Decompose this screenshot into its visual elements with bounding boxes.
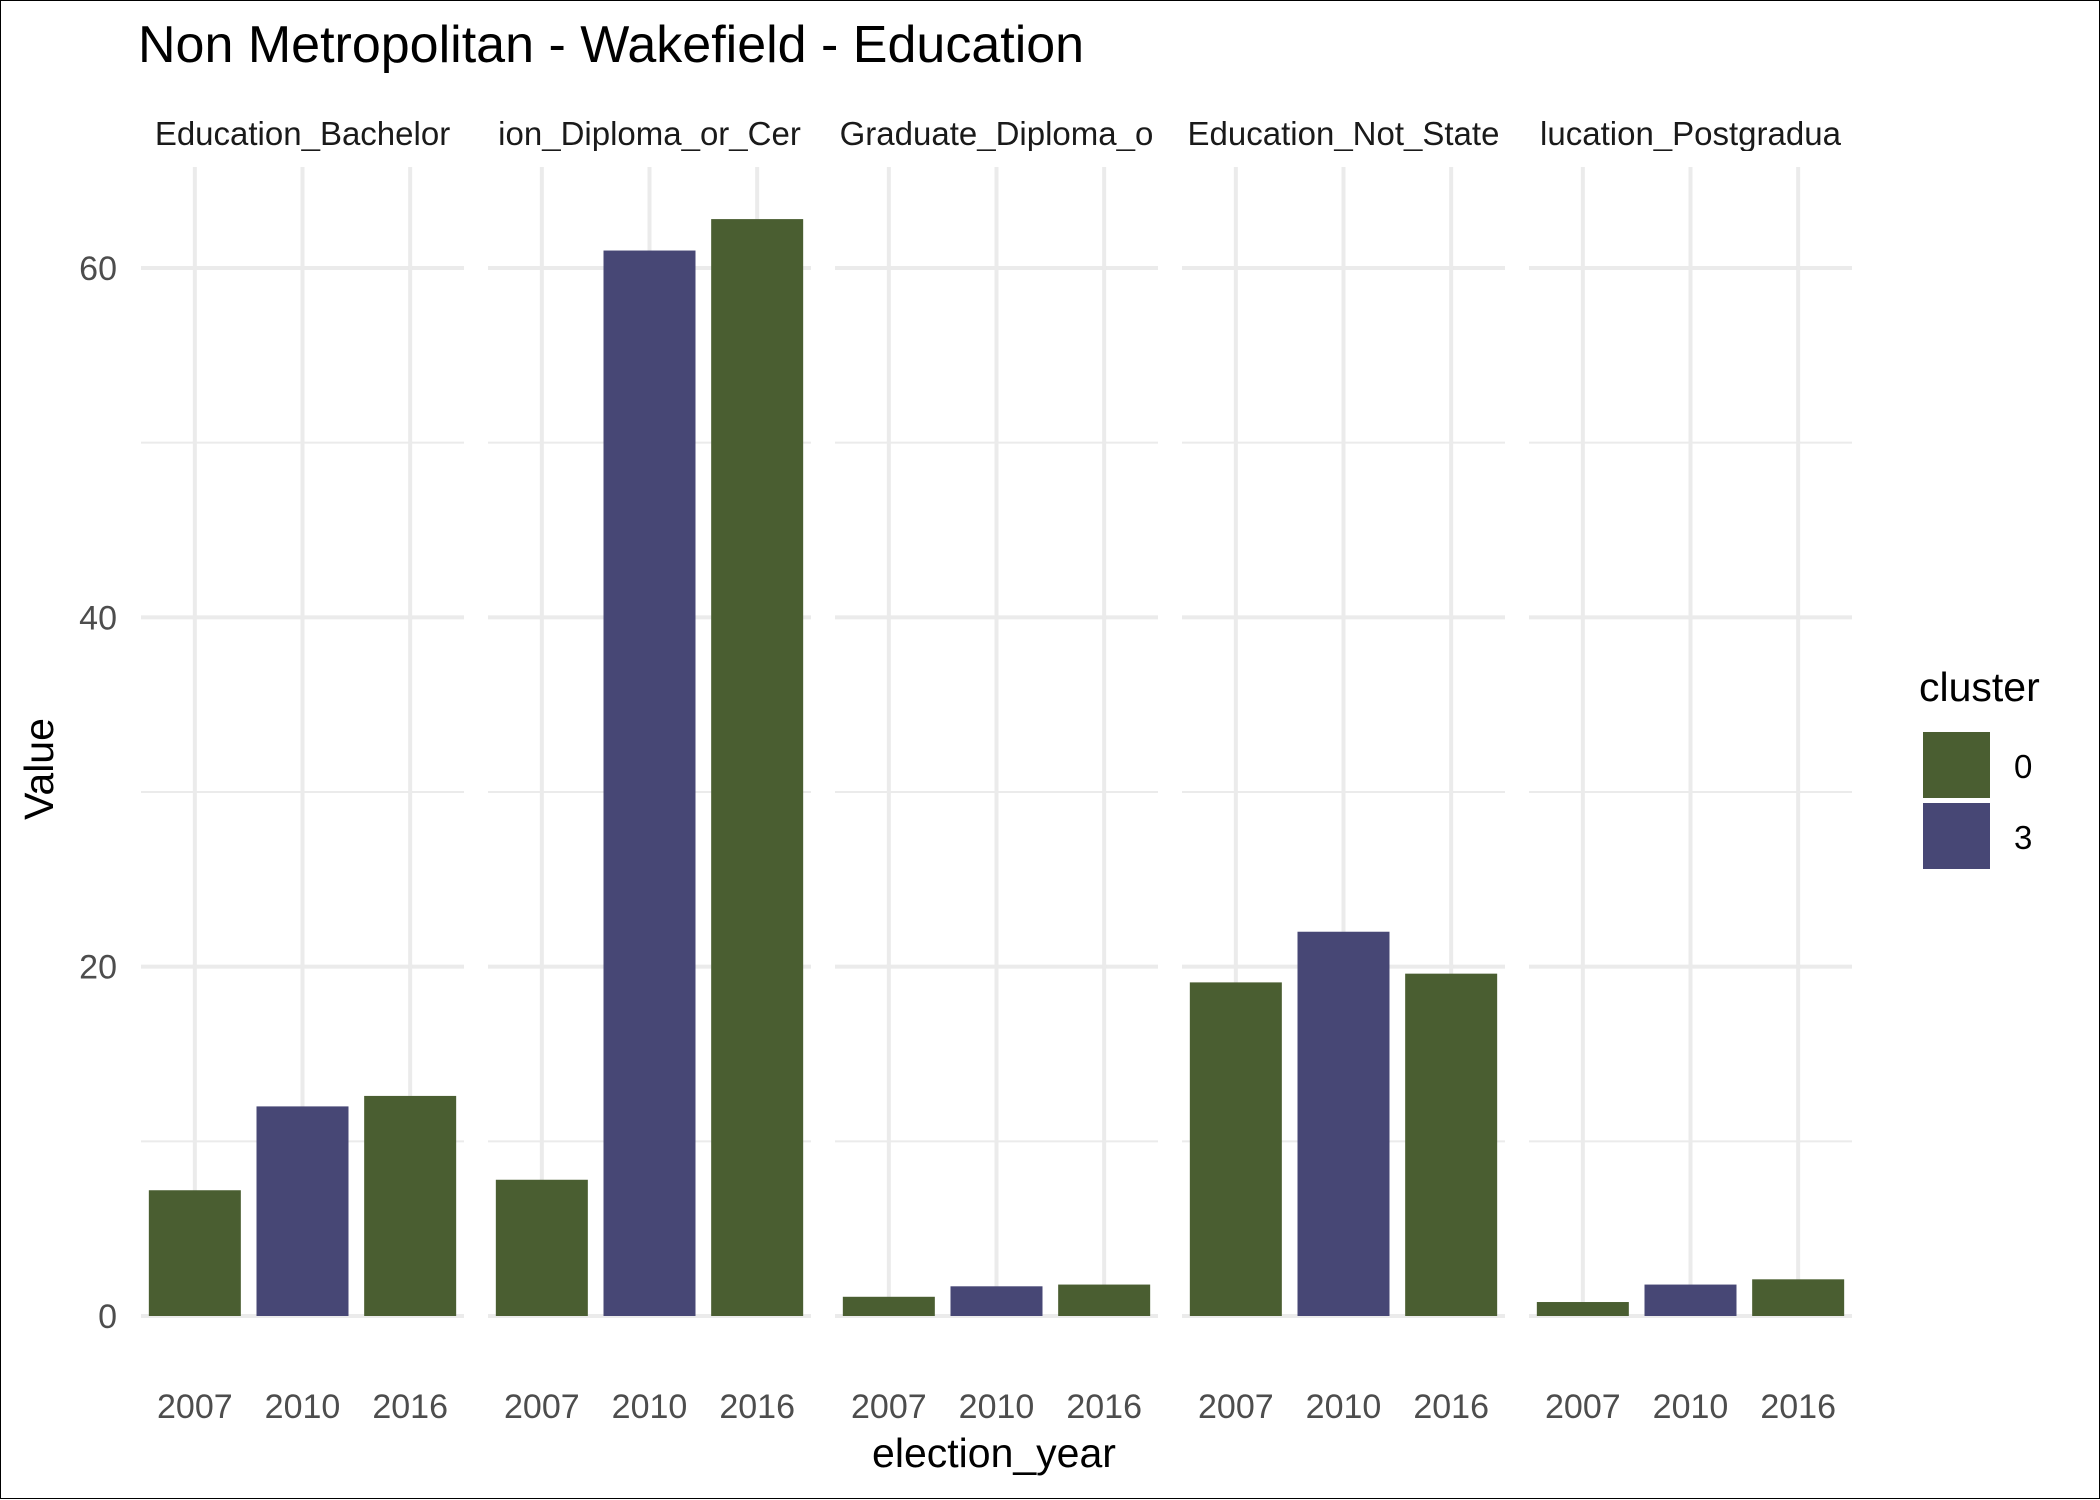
bar-2016	[1405, 973, 1498, 1316]
y-tick-label: 60	[79, 250, 117, 288]
bar-2010	[603, 250, 696, 1317]
bar-2007	[1189, 982, 1282, 1316]
bar-2016	[711, 219, 804, 1316]
facet-panel-5: lucation_Postgradua 2007 2010 2016	[1529, 115, 1852, 1426]
bar-2007	[1536, 1302, 1629, 1316]
bar-2016	[1058, 1284, 1151, 1316]
x-tick-label: 2010	[959, 1388, 1035, 1426]
bar-2010	[1297, 931, 1390, 1316]
bar-2016	[364, 1095, 457, 1316]
chart-title: Non Metropolitan - Wakefield - Education	[138, 16, 1084, 74]
x-tick-label: 2007	[851, 1388, 927, 1426]
x-tick-label: 2016	[1413, 1388, 1489, 1426]
facet-strip-label: Education_Not_State	[1188, 115, 1500, 152]
bar-2007	[148, 1190, 241, 1316]
x-tick-label: 2007	[504, 1388, 580, 1426]
y-axis-title: Value	[16, 718, 62, 820]
legend-label-3: 3	[2014, 819, 2032, 856]
facet-panel-4: Education_Not_State 2007 2010 2016	[1182, 115, 1505, 1426]
x-axis-title: election_year	[872, 1430, 1116, 1476]
legend: cluster 0 3	[1919, 664, 2040, 869]
y-tick-label: 0	[98, 1298, 117, 1336]
x-tick-label: 2016	[372, 1388, 448, 1426]
bar-2010	[256, 1106, 349, 1316]
facet-panel-3: Graduate_Diploma_o 2007 2010 2016	[835, 115, 1158, 1426]
bar-2007	[495, 1179, 588, 1316]
x-tick-label: 2007	[1198, 1388, 1274, 1426]
x-tick-label: 2010	[1653, 1388, 1729, 1426]
facet-strip-label: Graduate_Diploma_o	[840, 115, 1154, 152]
x-tick-label: 2016	[719, 1388, 795, 1426]
legend-label-0: 0	[2014, 748, 2032, 785]
facet-panel-2: ion_Diploma_or_Cer 2007 2010 2016	[488, 115, 811, 1426]
y-axis: 0 20 40 60	[79, 250, 117, 1336]
x-tick-label: 2007	[157, 1388, 233, 1426]
legend-title: cluster	[1919, 664, 2040, 710]
y-tick-label: 20	[79, 949, 117, 987]
x-tick-label: 2016	[1066, 1388, 1142, 1426]
legend-swatch-3	[1923, 803, 1990, 869]
y-tick-label: 40	[79, 599, 117, 637]
x-tick-label: 2016	[1760, 1388, 1836, 1426]
bar-2010	[1644, 1284, 1737, 1316]
facet-strip-label: Education_Bachelor	[155, 115, 450, 152]
x-tick-label: 2010	[1306, 1388, 1382, 1426]
facet-strip-label: ion_Diploma_or_Cer	[498, 115, 801, 152]
x-tick-label: 2010	[265, 1388, 341, 1426]
facet-strip-label: lucation_Postgradua	[1540, 115, 1842, 152]
bar-2007	[842, 1296, 935, 1316]
bar-2016	[1752, 1279, 1845, 1316]
legend-swatch-0	[1923, 732, 1990, 798]
bar-2010	[950, 1286, 1043, 1316]
x-tick-label: 2010	[612, 1388, 688, 1426]
facet-panel-1: Education_Bachelor 2007 2010 2016	[141, 115, 464, 1426]
x-tick-label: 2007	[1545, 1388, 1621, 1426]
